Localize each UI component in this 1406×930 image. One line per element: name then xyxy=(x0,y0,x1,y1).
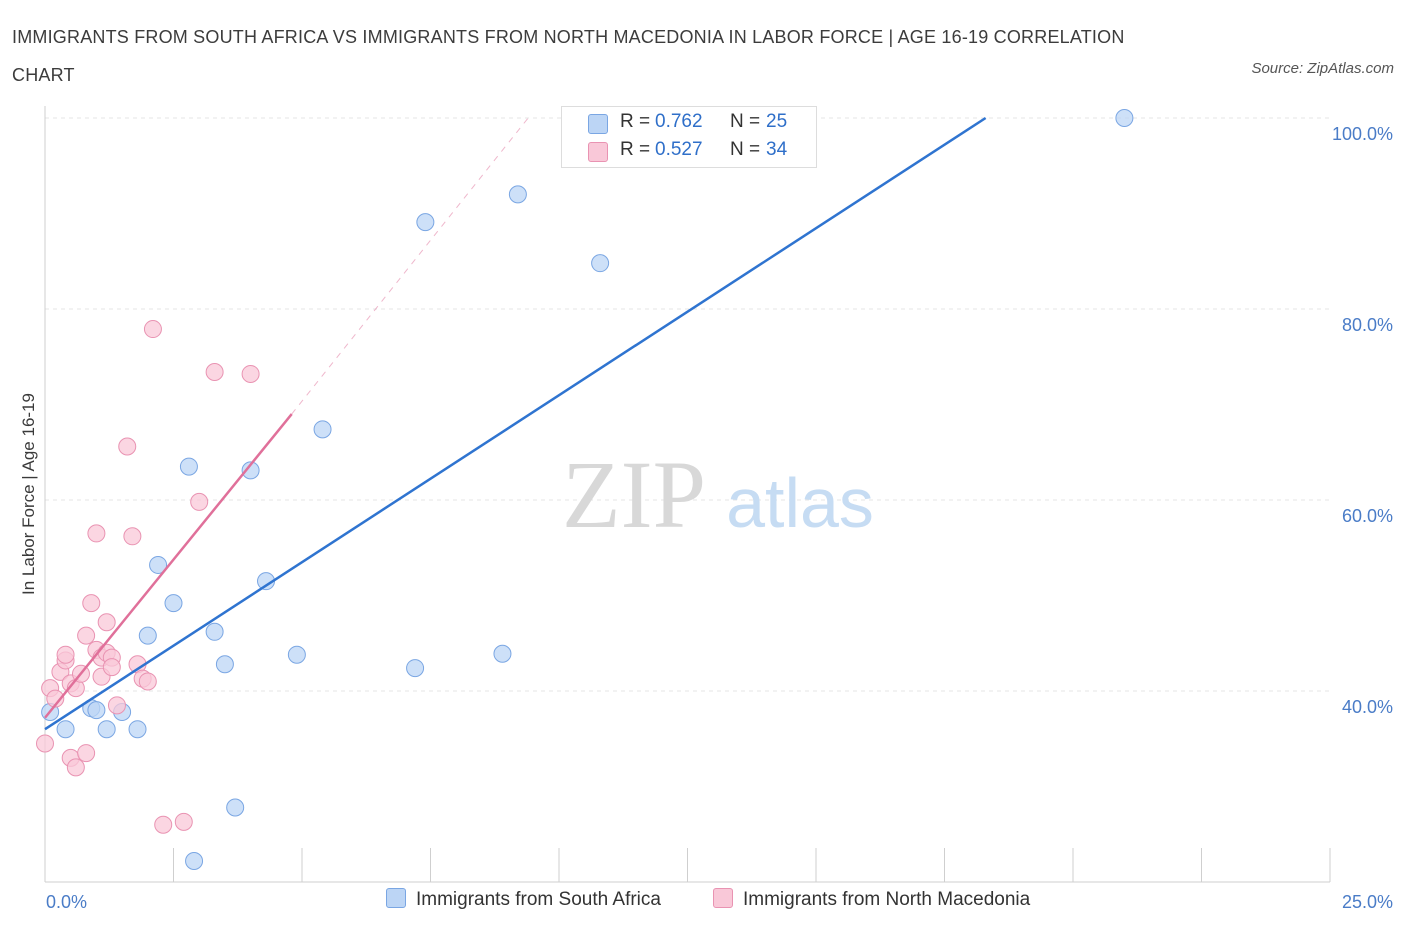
y-tick-labels: 40.0% 60.0% 80.0% 100.0% xyxy=(1332,124,1393,717)
watermark: ZIP atlas xyxy=(562,441,874,548)
chart-title: IMMIGRANTS FROM SOUTH AFRICA VS IMMIGRAN… xyxy=(12,27,1125,85)
legend-n-label: N = xyxy=(730,111,761,132)
point-north-macedonia xyxy=(56,645,75,664)
legend-r-value: 0.527 xyxy=(655,139,703,160)
x-tick-label-max: 25.0% xyxy=(1342,892,1393,912)
bottom-legend-label: Immigrants from South Africa xyxy=(416,889,661,910)
point-south-africa xyxy=(1115,109,1134,127)
point-south-africa xyxy=(241,461,260,480)
point-north-macedonia xyxy=(77,626,96,645)
y-tick-label: 60.0% xyxy=(1342,506,1393,526)
point-north-macedonia xyxy=(36,734,54,753)
point-south-africa xyxy=(493,644,512,663)
point-south-africa xyxy=(149,555,168,574)
x-tick-labels: 0.0% 25.0% xyxy=(46,892,1393,912)
point-south-africa xyxy=(87,701,106,720)
point-north-macedonia xyxy=(118,437,137,456)
point-north-macedonia xyxy=(97,613,116,632)
legend-r-label: R = xyxy=(620,111,651,132)
point-south-africa xyxy=(406,659,425,678)
source-credit: Source: ZipAtlas.com xyxy=(1251,60,1394,77)
point-south-africa xyxy=(185,851,204,870)
point-north-macedonia xyxy=(205,363,224,382)
bottom-legend-swatch-pink xyxy=(713,888,733,908)
legend-n-label: N = xyxy=(730,139,761,160)
point-north-macedonia xyxy=(154,815,173,834)
point-north-macedonia xyxy=(102,658,121,677)
watermark-zip: ZIP xyxy=(562,441,706,548)
point-south-africa xyxy=(287,645,306,664)
bottom-legend-swatch-blue xyxy=(386,888,406,908)
point-south-africa xyxy=(416,213,435,232)
trend-line-north-macedonia xyxy=(44,413,293,719)
legend-swatch-blue xyxy=(588,114,608,134)
point-south-africa xyxy=(97,720,116,739)
point-south-africa xyxy=(205,622,224,641)
y-tick-label: 40.0% xyxy=(1342,697,1393,717)
point-south-africa xyxy=(313,420,332,439)
trend-line-south-africa xyxy=(44,116,987,731)
y-axis-label: In Labor Force | Age 16-19 xyxy=(19,393,38,595)
bottom-legend: Immigrants from South Africa Immigrants … xyxy=(0,888,1406,918)
point-north-macedonia xyxy=(174,812,193,831)
point-south-africa xyxy=(179,457,198,476)
bottom-legend-south-africa: Immigrants from South Africa xyxy=(386,888,661,911)
bottom-legend-north-macedonia: Immigrants from North Macedonia xyxy=(713,888,1030,911)
point-north-macedonia xyxy=(107,696,126,715)
point-north-macedonia xyxy=(190,492,209,511)
point-north-macedonia xyxy=(138,672,157,691)
point-north-macedonia xyxy=(77,744,96,763)
axes xyxy=(44,106,1331,883)
legend: R = 0.762 N = 25 R = 0.527 N = 34 xyxy=(561,106,817,168)
point-south-africa xyxy=(226,798,245,817)
point-south-africa xyxy=(591,254,610,273)
point-north-macedonia xyxy=(46,689,65,708)
trend-extension-north-macedonia xyxy=(291,117,529,415)
legend-swatch-pink xyxy=(588,142,608,162)
point-north-macedonia xyxy=(241,364,260,383)
bottom-legend-label: Immigrants from North Macedonia xyxy=(743,889,1031,910)
point-north-macedonia xyxy=(143,320,162,339)
legend-n-value: 34 xyxy=(766,139,788,160)
point-north-macedonia xyxy=(66,758,85,777)
point-south-africa xyxy=(508,185,527,204)
point-north-macedonia xyxy=(87,524,106,543)
y-tick-label: 100.0% xyxy=(1332,124,1393,144)
watermark-atlas: atlas xyxy=(726,464,874,542)
point-south-africa xyxy=(128,720,147,739)
point-south-africa xyxy=(138,626,157,645)
x-tick-label-min: 0.0% xyxy=(46,892,87,912)
point-south-africa xyxy=(215,655,234,674)
legend-n-value: 25 xyxy=(766,111,788,132)
point-north-macedonia xyxy=(82,594,101,613)
y-tick-label: 80.0% xyxy=(1342,315,1393,335)
legend-r-label: R = xyxy=(620,139,651,160)
trend-lines xyxy=(44,116,987,731)
point-south-africa xyxy=(56,720,75,739)
point-south-africa xyxy=(164,594,183,613)
point-north-macedonia xyxy=(123,527,142,546)
legend-r-value: 0.762 xyxy=(655,111,703,132)
